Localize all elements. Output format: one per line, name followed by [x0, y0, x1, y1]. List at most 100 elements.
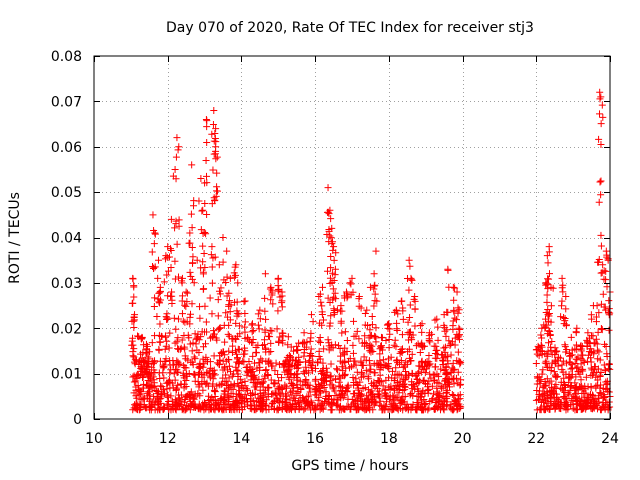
roti-point [224, 330, 232, 338]
roti-point [402, 358, 410, 366]
roti-point [590, 397, 598, 405]
roti-point [213, 183, 221, 191]
roti-point [235, 383, 243, 391]
roti-point [371, 399, 379, 407]
roti-point [261, 374, 269, 382]
roti-point [326, 274, 334, 282]
roti-point [327, 234, 335, 242]
roti-point [414, 369, 422, 377]
roti-point [176, 345, 184, 353]
roti-point [545, 339, 553, 347]
roti-point [390, 377, 398, 385]
roti-point [360, 353, 368, 361]
roti-point [261, 386, 269, 394]
roti-point [161, 345, 169, 353]
roti-point [241, 310, 249, 318]
roti-point [278, 374, 286, 382]
roti-point [447, 351, 455, 359]
roti-point [144, 360, 152, 368]
roti-point [437, 384, 445, 392]
roti-point [244, 368, 252, 376]
roti-point [234, 367, 242, 375]
roti-point [547, 302, 555, 310]
roti-point [248, 321, 256, 329]
roti-point [396, 399, 404, 407]
roti-point [287, 343, 295, 351]
roti-point [182, 355, 190, 363]
roti-point [301, 404, 309, 412]
roti-point [373, 297, 381, 305]
roti-point [194, 370, 202, 378]
roti-point [357, 304, 365, 312]
roti-point [280, 363, 288, 371]
roti-point [158, 332, 166, 340]
roti-point [185, 394, 193, 402]
roti-point [541, 377, 549, 385]
roti-point [179, 317, 187, 325]
roti-point [177, 344, 185, 352]
roti-point [285, 375, 293, 383]
roti-point [376, 360, 384, 368]
roti-point [407, 357, 415, 365]
roti-point [406, 262, 414, 270]
roti-point [323, 267, 331, 275]
roti-point [597, 231, 605, 239]
roti-point [345, 364, 353, 372]
roti-point [557, 405, 565, 413]
roti-point [442, 370, 450, 378]
roti-point [329, 238, 337, 246]
roti-point [361, 309, 369, 317]
roti-point [326, 319, 334, 327]
roti-point [201, 263, 209, 271]
roti-point [306, 357, 314, 365]
roti-point [432, 363, 440, 371]
roti-point [211, 253, 219, 261]
roti-point [356, 391, 364, 399]
roti-point [361, 406, 369, 414]
roti-point [220, 390, 228, 398]
roti-point [278, 303, 286, 311]
roti-point [216, 324, 224, 332]
roti-point [417, 397, 425, 405]
roti-point [328, 240, 336, 248]
roti-point [274, 282, 282, 290]
roti-point [199, 242, 207, 250]
roti-point [349, 288, 357, 296]
roti-point [140, 341, 148, 349]
roti-point [228, 372, 236, 380]
roti-point [577, 360, 585, 368]
roti-point [255, 359, 263, 367]
roti-point [290, 394, 298, 402]
roti-point [456, 358, 464, 366]
roti-point [309, 367, 317, 375]
roti-point [599, 113, 607, 121]
roti-point [225, 347, 233, 355]
roti-point [186, 320, 194, 328]
roti-point [219, 348, 227, 356]
roti-peak-point [210, 106, 218, 114]
roti-point [255, 375, 263, 383]
roti-point [304, 381, 312, 389]
roti-point [129, 406, 137, 414]
roti-peak-point [543, 252, 551, 260]
roti-point [241, 334, 249, 342]
roti-point [421, 401, 429, 409]
roti-point [278, 297, 286, 305]
roti-point [540, 402, 548, 410]
roti-point [191, 355, 199, 363]
roti-point [226, 308, 234, 316]
roti-point [577, 401, 585, 409]
roti-point [378, 334, 386, 342]
roti-point [199, 386, 207, 394]
roti-point [324, 294, 332, 302]
roti-point [129, 275, 137, 283]
roti-point [341, 344, 349, 352]
roti-point [579, 365, 587, 373]
roti-point [404, 318, 412, 326]
roti-point [376, 397, 384, 405]
roti-point [393, 307, 401, 315]
roti-point [300, 352, 308, 360]
roti-point [302, 358, 310, 366]
roti-point [402, 404, 410, 412]
roti-point [568, 351, 576, 359]
